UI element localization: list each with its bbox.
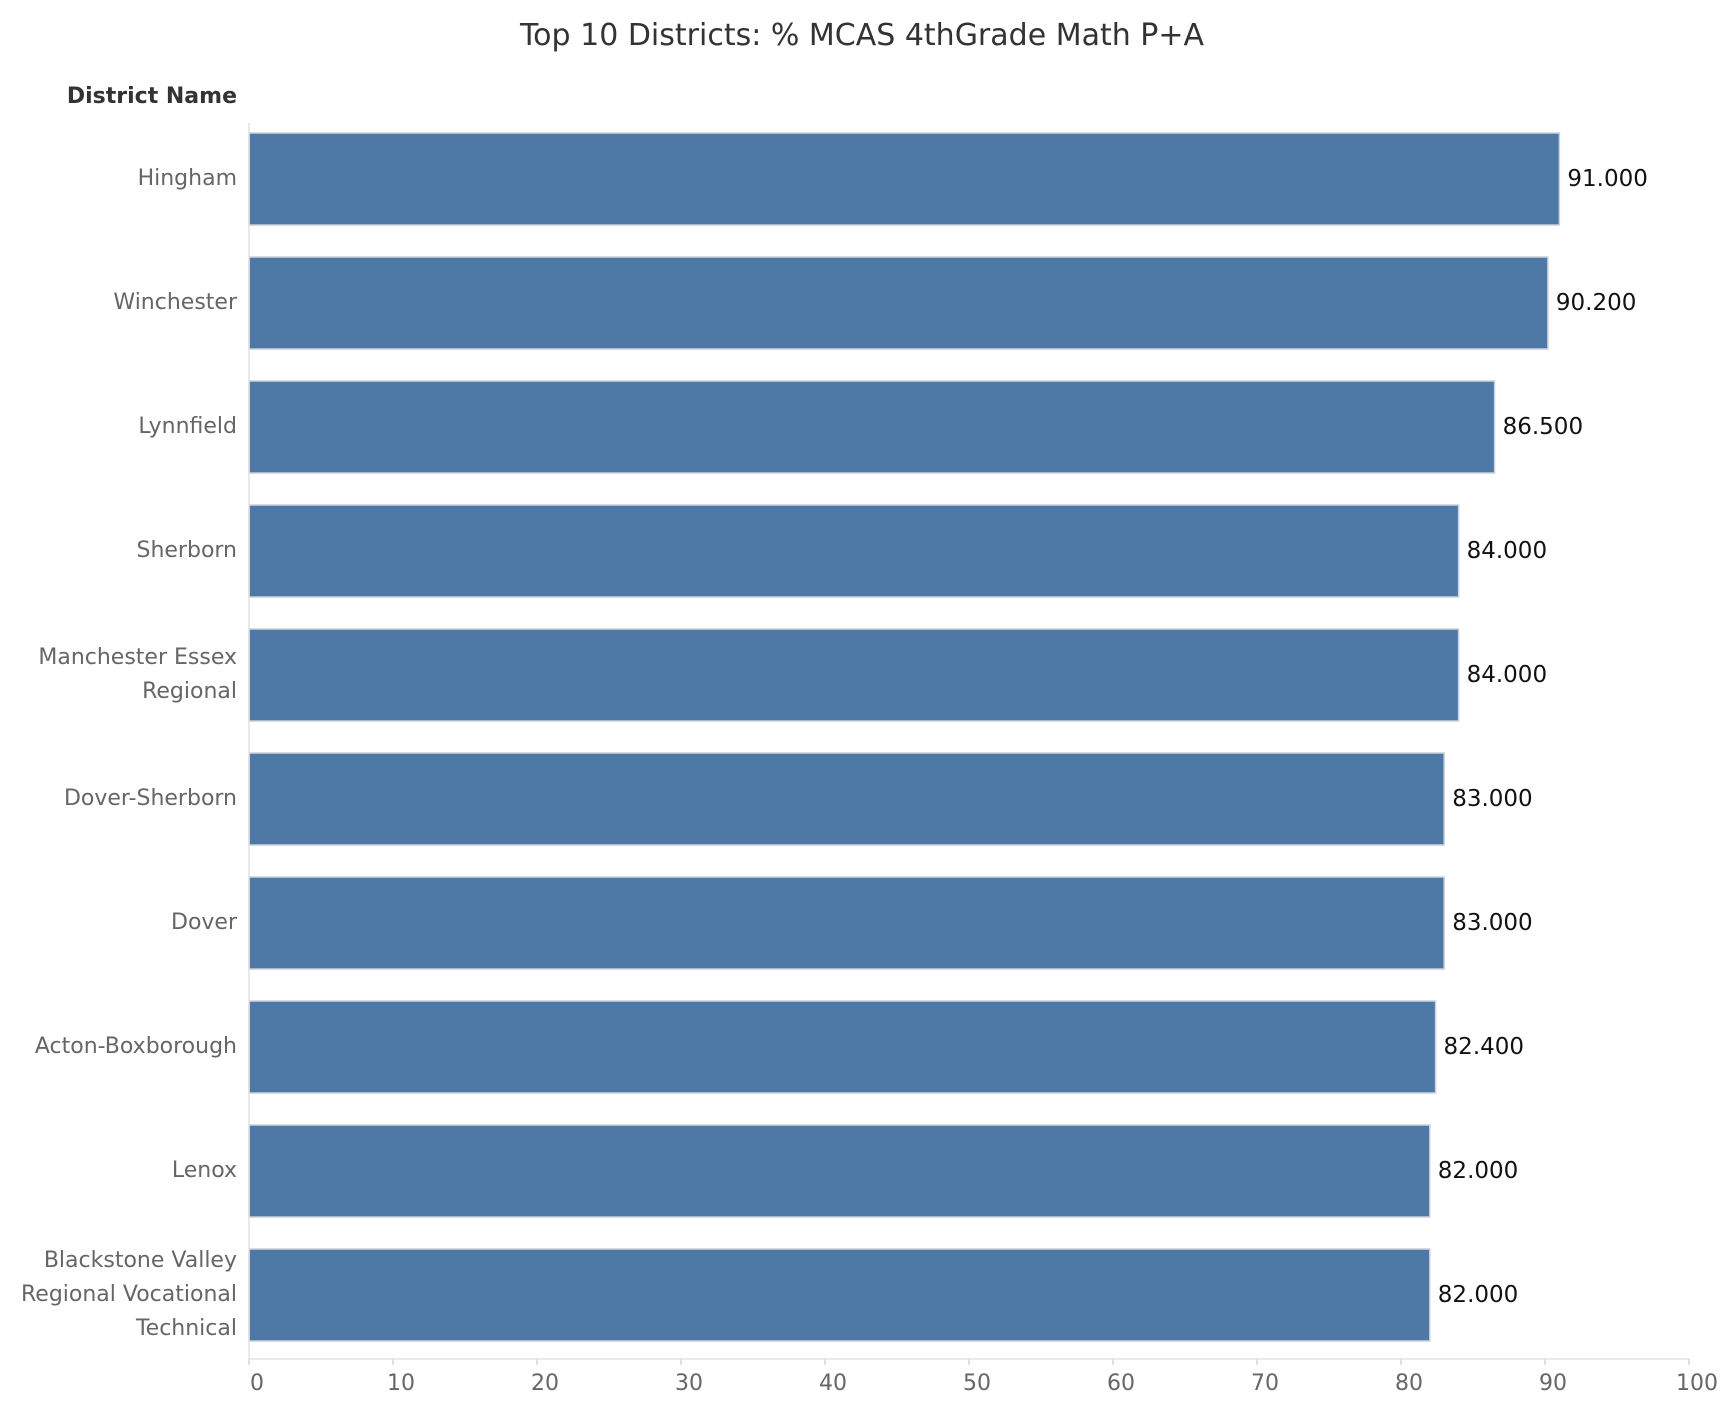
category-label: Acton-Boxborough bbox=[34, 1034, 237, 1059]
category-label: Blackstone Valley Regional Vocational Tech… bbox=[20, 1248, 237, 1341]
x-tick-label: 100 bbox=[1676, 1371, 1718, 1396]
bar-8 bbox=[248, 1000, 1437, 1094]
category-label: Manchester Essex Regional bbox=[38, 645, 237, 704]
bar-6 bbox=[248, 752, 1445, 846]
category-label: Dover-Sherborn bbox=[63, 786, 237, 811]
category-label: Hingham bbox=[137, 166, 237, 191]
bar-9 bbox=[248, 1124, 1431, 1218]
bar-10 bbox=[248, 1248, 1431, 1342]
value-label: 82.400 bbox=[1443, 1034, 1525, 1060]
x-tick-label: 30 bbox=[675, 1371, 703, 1396]
bar-7 bbox=[248, 876, 1445, 970]
value-label: 83.000 bbox=[1452, 910, 1533, 936]
x-tick-label: 60 bbox=[1107, 1371, 1135, 1396]
x-tick-label: 0 bbox=[250, 1371, 264, 1396]
x-tick-label: 70 bbox=[1251, 1371, 1279, 1396]
chart-title: Top 10 Districts: % MCAS 4thGrade Math P… bbox=[519, 18, 1205, 53]
x-tick-label: 40 bbox=[819, 1371, 847, 1396]
category-label: Winchester bbox=[113, 290, 237, 315]
value-label: 84.000 bbox=[1466, 662, 1548, 688]
bar-2 bbox=[248, 256, 1549, 350]
category-label: Lynnfield bbox=[138, 414, 237, 439]
value-label: 82.000 bbox=[1437, 1158, 1519, 1184]
x-tick-label: 10 bbox=[387, 1371, 415, 1396]
x-tick-label: 20 bbox=[531, 1371, 559, 1396]
row-header: District Name bbox=[66, 84, 237, 109]
category-label: Lenox bbox=[171, 1158, 237, 1183]
value-label: 82.000 bbox=[1437, 1282, 1519, 1308]
value-label: 91.000 bbox=[1567, 166, 1648, 192]
category-label: Sherborn bbox=[136, 538, 237, 563]
category-label: Dover bbox=[171, 910, 237, 935]
value-label: 83.000 bbox=[1452, 786, 1533, 812]
x-tick-label: 50 bbox=[963, 1371, 991, 1396]
bar-4 bbox=[248, 504, 1460, 598]
value-label: 86.500 bbox=[1502, 414, 1584, 440]
value-label: 84.000 bbox=[1466, 538, 1548, 564]
x-tick-label: 80 bbox=[1395, 1371, 1423, 1396]
bar-3 bbox=[248, 380, 1496, 474]
x-tick-label: 90 bbox=[1539, 1371, 1567, 1396]
bar-1 bbox=[248, 132, 1561, 226]
value-label: 90.200 bbox=[1555, 290, 1637, 316]
bar-5 bbox=[248, 628, 1460, 722]
